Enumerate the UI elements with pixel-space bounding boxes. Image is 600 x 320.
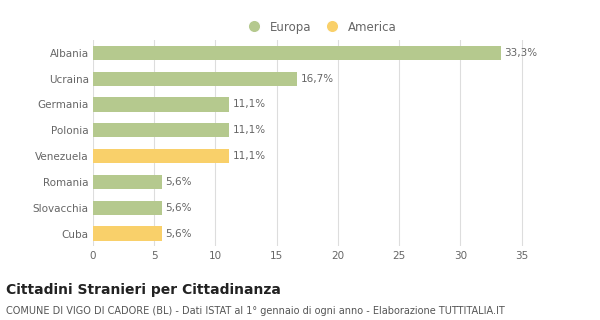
- Text: 16,7%: 16,7%: [301, 74, 334, 84]
- Bar: [93, 97, 229, 112]
- Bar: [93, 227, 161, 241]
- Bar: [93, 175, 161, 189]
- Bar: [93, 46, 500, 60]
- Bar: [93, 123, 229, 137]
- Text: COMUNE DI VIGO DI CADORE (BL) - Dati ISTAT al 1° gennaio di ogni anno - Elaboraz: COMUNE DI VIGO DI CADORE (BL) - Dati IST…: [6, 306, 505, 316]
- Bar: [93, 149, 229, 163]
- Text: 11,1%: 11,1%: [233, 100, 266, 109]
- Text: 5,6%: 5,6%: [165, 177, 192, 187]
- Text: 5,6%: 5,6%: [165, 228, 192, 238]
- Text: 11,1%: 11,1%: [233, 125, 266, 135]
- Legend: Europa, America: Europa, America: [239, 17, 400, 37]
- Text: 33,3%: 33,3%: [505, 48, 538, 58]
- Text: 5,6%: 5,6%: [165, 203, 192, 213]
- Text: 11,1%: 11,1%: [233, 151, 266, 161]
- Text: Cittadini Stranieri per Cittadinanza: Cittadini Stranieri per Cittadinanza: [6, 283, 281, 297]
- Bar: [93, 201, 161, 215]
- Bar: [93, 72, 298, 86]
